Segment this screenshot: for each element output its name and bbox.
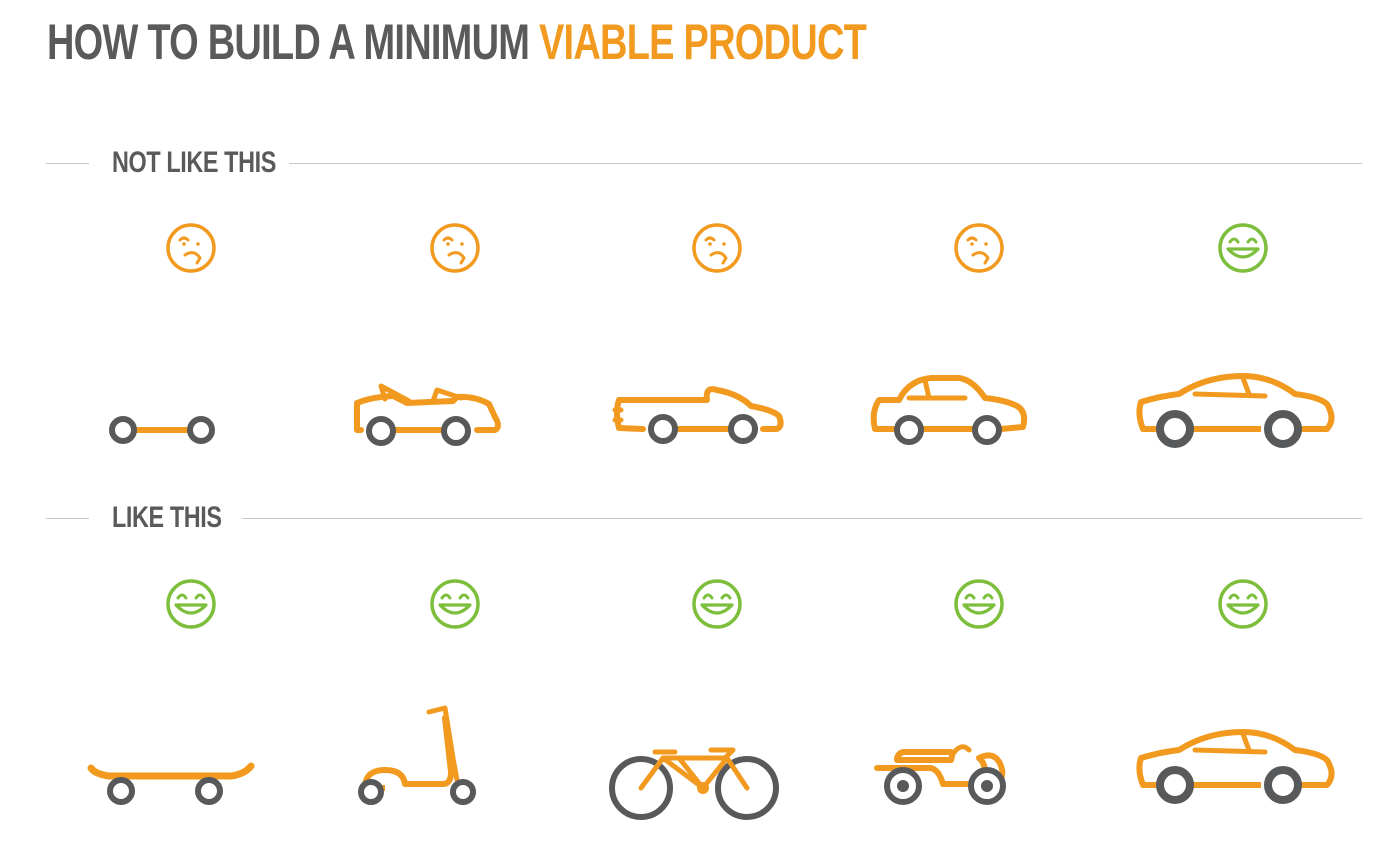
not-like-this-step [81,222,301,462]
wheel-axle-icon [109,416,215,444]
like-this-step [1133,578,1353,818]
like-this-step [869,578,1089,818]
sad-face-icon [954,223,1004,273]
sedan-car-icon [1136,729,1335,804]
convertible-body-icon [612,386,784,444]
not-like-this-step [345,222,565,462]
hatchback-car-icon [870,375,1028,445]
bicycle-icon [609,747,779,820]
happy-face-icon [430,579,480,629]
not-like-this-step [607,222,827,462]
car-chassis-frame-icon [354,383,501,446]
divider-line [46,163,89,164]
sad-face-icon [692,223,742,273]
not-like-this-step [1133,222,1353,462]
kick-scooter-icon [358,705,476,805]
happy-face-icon [166,579,216,629]
sad-face-icon [430,223,480,273]
sad-face-icon [166,223,216,273]
happy-face-icon [692,579,742,629]
like-this-step [607,578,827,820]
divider-line [242,518,1362,519]
happy-face-icon [954,579,1004,629]
section-label-like-this: LIKE THIS [112,501,222,534]
happy-face-icon [1218,223,1268,273]
divider-line [289,163,1362,164]
section-label-not-like-this: NOT LIKE THIS [112,146,276,179]
skateboard-icon [87,762,255,805]
page-title: HOW TO BUILD A MINIMUM VIABLE PRODUCT [47,6,867,78]
title-part-orange: VIABLE PRODUCT [538,14,867,70]
like-this-step [81,578,301,818]
section-header-like-this: LIKE THIS [0,498,1400,538]
title-part-gray: HOW TO BUILD A MINIMUM [47,14,530,70]
like-this-step [345,578,565,818]
section-header-not-like-this: NOT LIKE THIS [0,143,1400,183]
motorcycle-icon [874,744,1006,805]
divider-line [46,518,89,519]
happy-face-icon [1218,579,1268,629]
not-like-this-step [869,222,1089,462]
sedan-car-icon [1136,373,1335,448]
